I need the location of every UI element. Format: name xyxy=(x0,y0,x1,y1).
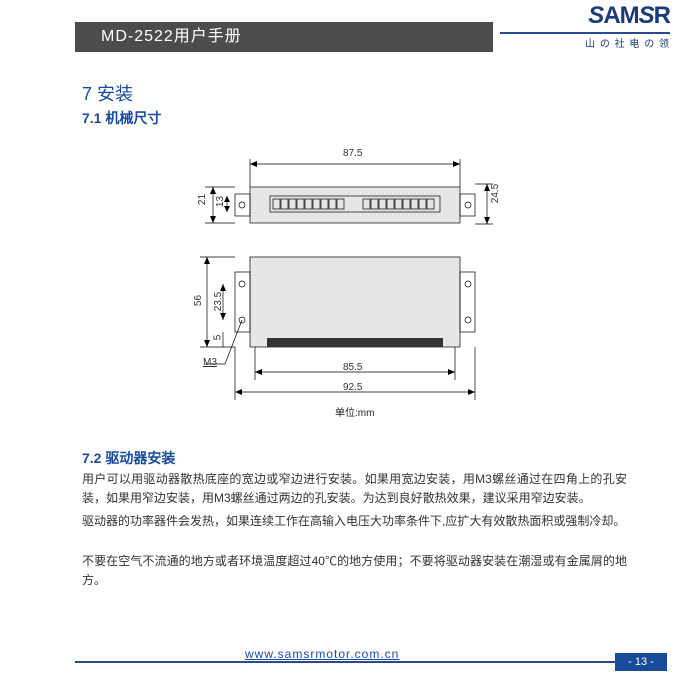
dim-h-13: 13 xyxy=(215,196,226,207)
section-title: 7 安装 xyxy=(82,80,133,106)
dim-56: 56 xyxy=(193,295,204,306)
logo-subline: 山 の 社 电 の 领 xyxy=(500,35,670,50)
header-title: MD-2522用户手册 xyxy=(101,28,242,45)
dim-top-width: 87.5 xyxy=(343,148,362,159)
unit-label: 单位:mm xyxy=(335,404,374,419)
logo-text: SAMSR xyxy=(500,2,670,30)
subsection-7-2: 7.2 驱动器安装 xyxy=(82,448,175,468)
dim-24-5: 24.5 xyxy=(490,184,501,203)
footer-rule xyxy=(75,661,640,663)
header-bar: MD-2522用户手册 xyxy=(75,22,493,52)
dim-23-5: 23.5 xyxy=(213,292,224,311)
footer-url[interactable]: www.samsrmotor.com.cn xyxy=(245,647,399,661)
subsection-7-1: 7.1 机械尺寸 xyxy=(82,108,161,128)
mechanical-drawing: 87.5 21 13 24.5 56 23.5 5 M3 85.5 92.5 单… xyxy=(195,152,515,432)
dim-92-5: 92.5 xyxy=(343,382,362,393)
page-number: - 13 - xyxy=(628,656,654,668)
dim-h-21: 21 xyxy=(197,194,208,205)
dim-m3: M3 xyxy=(203,357,217,368)
dim-85-5: 85.5 xyxy=(343,362,362,373)
brand-logo: SAMSR 山 の 社 电 の 领 xyxy=(500,2,670,50)
page-number-badge: - 13 - xyxy=(615,653,667,671)
dim-5: 5 xyxy=(212,335,223,341)
paragraph-2: 驱动器的功率器件会发热，如果连续工作在高输入电压大功率条件下,应扩大有效散热面积… xyxy=(82,512,627,531)
paragraph-3: 不要在空气不流通的地方或者环境温度超过40℃的地方使用；不要将驱动器安装在潮湿或… xyxy=(82,552,627,589)
paragraph-1: 用户可以用驱动器散热底座的宽边或窄边进行安装。如果用宽边安装，用M3螺丝通过在四… xyxy=(82,470,627,507)
